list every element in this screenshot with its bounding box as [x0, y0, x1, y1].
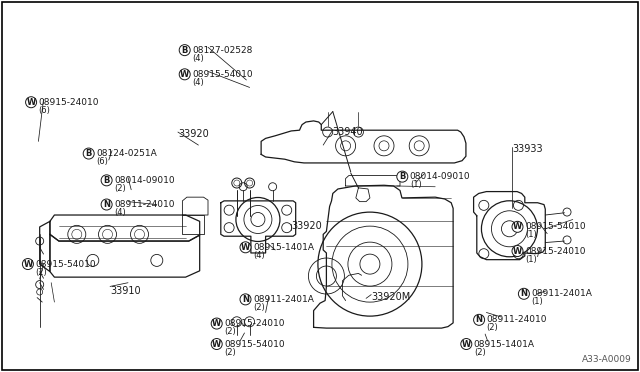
- Text: B: B: [104, 176, 110, 185]
- Circle shape: [101, 175, 112, 186]
- Text: W: W: [461, 340, 471, 349]
- Circle shape: [101, 199, 112, 210]
- Text: 33920: 33920: [178, 129, 209, 140]
- Text: W: W: [212, 319, 221, 328]
- Text: 08915-24010: 08915-24010: [525, 247, 586, 256]
- Circle shape: [179, 45, 190, 56]
- Text: 08915-24010: 08915-24010: [38, 98, 99, 107]
- Text: (1): (1): [525, 254, 537, 263]
- Text: 08915-54010: 08915-54010: [192, 70, 253, 79]
- Text: 08911-2401A: 08911-2401A: [253, 295, 314, 304]
- Text: (2): (2): [35, 267, 47, 276]
- Text: B: B: [182, 46, 188, 55]
- Circle shape: [461, 339, 472, 350]
- Text: (4): (4): [253, 251, 265, 260]
- Text: N: N: [242, 295, 249, 304]
- Circle shape: [26, 97, 36, 108]
- Text: (2): (2): [486, 323, 499, 332]
- Text: 08124-0251A: 08124-0251A: [96, 149, 157, 158]
- Text: 08911-24010: 08911-24010: [114, 200, 175, 209]
- Text: (2): (2): [224, 327, 236, 336]
- Text: 33920M: 33920M: [371, 292, 410, 302]
- Text: 33910: 33910: [110, 286, 141, 296]
- Text: 08915-1401A: 08915-1401A: [253, 243, 314, 252]
- Text: W: W: [212, 340, 221, 349]
- Text: (2): (2): [253, 303, 265, 312]
- Text: W: W: [26, 98, 36, 107]
- Text: W: W: [23, 260, 33, 269]
- Circle shape: [512, 221, 523, 232]
- Text: (2): (2): [224, 347, 236, 356]
- Text: (6): (6): [96, 157, 108, 166]
- Text: (4): (4): [192, 54, 204, 62]
- Text: B: B: [399, 172, 406, 181]
- Text: N: N: [103, 200, 110, 209]
- Circle shape: [397, 171, 408, 182]
- Text: W: W: [180, 70, 189, 79]
- Circle shape: [240, 294, 251, 305]
- Text: 08127-02528: 08127-02528: [192, 46, 253, 55]
- Text: (4): (4): [114, 208, 126, 217]
- Text: (2): (2): [114, 184, 126, 193]
- Text: B: B: [86, 149, 92, 158]
- Text: (4): (4): [192, 78, 204, 87]
- Text: (1): (1): [531, 297, 543, 306]
- Circle shape: [211, 339, 222, 350]
- Text: N: N: [476, 315, 483, 324]
- Circle shape: [240, 242, 251, 253]
- Circle shape: [22, 259, 33, 270]
- Text: 08911-2401A: 08911-2401A: [531, 289, 592, 298]
- Text: W: W: [513, 222, 522, 231]
- Text: 08915-54010: 08915-54010: [525, 222, 586, 231]
- Text: (1): (1): [525, 230, 537, 239]
- Text: 33933: 33933: [512, 144, 543, 154]
- Text: 33940: 33940: [333, 127, 364, 137]
- Text: A33-A0009: A33-A0009: [582, 355, 632, 364]
- Text: W: W: [241, 243, 250, 252]
- Circle shape: [83, 148, 94, 159]
- Text: (1): (1): [410, 180, 422, 189]
- Text: 08911-24010: 08911-24010: [486, 315, 547, 324]
- Circle shape: [474, 314, 484, 326]
- Text: 08014-09010: 08014-09010: [410, 172, 470, 181]
- Circle shape: [211, 318, 222, 329]
- Circle shape: [179, 69, 190, 80]
- Circle shape: [518, 288, 529, 299]
- Text: 08014-09010: 08014-09010: [114, 176, 175, 185]
- Text: 08915-1401A: 08915-1401A: [474, 340, 535, 349]
- Text: 08915-54010: 08915-54010: [224, 340, 285, 349]
- Text: 33920: 33920: [291, 221, 322, 231]
- Text: (2): (2): [474, 347, 486, 356]
- Circle shape: [512, 246, 523, 257]
- Text: 08915-54010: 08915-54010: [35, 260, 96, 269]
- Text: 08915-24010: 08915-24010: [224, 319, 285, 328]
- Text: W: W: [513, 247, 522, 256]
- Text: N: N: [520, 289, 527, 298]
- Text: (6): (6): [38, 106, 51, 115]
